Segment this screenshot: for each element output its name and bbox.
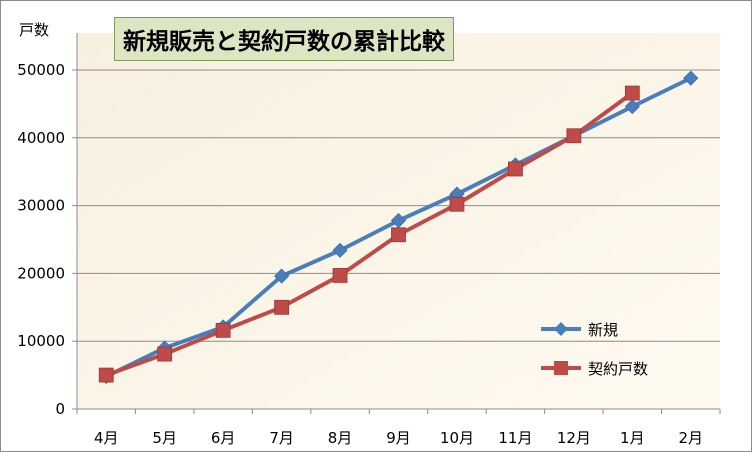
y-axis-label: 戸数 [19, 21, 50, 39]
x-tick-label: 11月 [498, 429, 532, 447]
x-tick-label: 4月 [94, 429, 119, 447]
x-tick-label: 9月 [386, 429, 411, 447]
data-point-square [215, 322, 231, 338]
x-tick-label: 7月 [269, 429, 294, 447]
y-tick-label: 20000 [17, 264, 65, 282]
y-tick-label: 0 [55, 400, 65, 418]
data-point-square [624, 85, 640, 101]
x-tick-label: 6月 [211, 429, 236, 447]
y-tick-label: 40000 [17, 129, 65, 147]
series-markers [98, 70, 699, 385]
x-tick-label: 8月 [328, 429, 353, 447]
y-tick-label: 10000 [17, 332, 65, 350]
data-point-diamond [332, 242, 348, 258]
data-point-diamond [274, 268, 290, 284]
data-point-square [332, 268, 348, 283]
data-point-square [391, 227, 406, 243]
x-tick-label: 5月 [152, 429, 177, 447]
data-point-square [566, 128, 582, 144]
legend-label: 契約戸数 [588, 360, 648, 378]
chart-title: 新規販売と契約戸数の累計比較 [114, 17, 454, 61]
legend-label: 新規 [588, 321, 618, 339]
data-point-square [449, 196, 465, 212]
x-tick-label: 2月 [678, 429, 703, 447]
data-point-diamond [624, 99, 640, 115]
legend-marker [554, 322, 568, 336]
data-point-square [157, 346, 173, 362]
x-tick-label: 1月 [620, 429, 645, 447]
data-point-square [508, 161, 523, 177]
axes: 0 10000 20000 30000 40000 50000 4月 5月 6月 7月 8月 9月 10… [17, 33, 721, 447]
x-tick-label: 10月 [440, 429, 474, 447]
series-line-keiyaku [105, 91, 634, 377]
data-point-square [274, 299, 289, 315]
data-point-diamond [683, 70, 699, 86]
y-tick-label: 30000 [17, 197, 65, 215]
x-tick-label: 12月 [557, 429, 591, 447]
legend-marker [554, 361, 568, 375]
y-tick-label: 50000 [17, 61, 65, 79]
data-point-square [98, 367, 114, 383]
